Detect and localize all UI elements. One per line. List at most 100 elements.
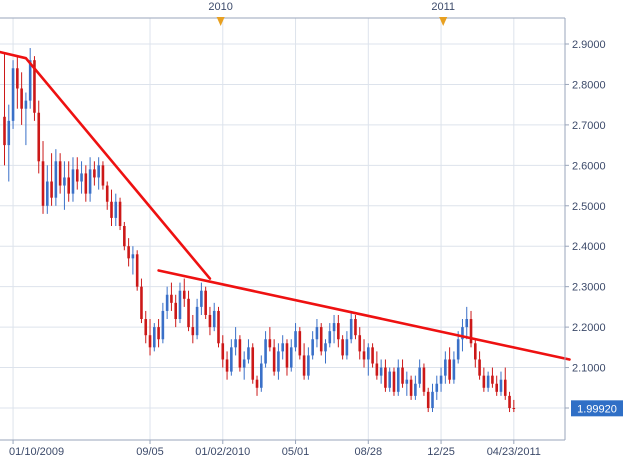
candle-body: [503, 379, 507, 396]
candle-body: [392, 371, 396, 392]
y-tick-label: 2.5000: [572, 201, 606, 213]
candle-body: [118, 201, 122, 226]
x-tick-label: 01/10/2009: [9, 446, 64, 458]
y-tick-label: 2.1000: [572, 363, 606, 375]
candle-body: [435, 383, 439, 392]
candle-body: [75, 169, 79, 182]
candle-body: [242, 359, 246, 368]
candle-body: [225, 359, 229, 372]
candle-body: [84, 173, 88, 194]
candle-body: [153, 327, 156, 348]
candle-body: [28, 60, 32, 101]
candle-body: [16, 68, 19, 89]
candle-body: [80, 173, 83, 182]
candle-body: [508, 395, 511, 408]
candle-body: [131, 254, 135, 259]
candle-body: [298, 331, 302, 356]
x-tick-label: 04/23/2011: [487, 446, 541, 458]
candle-body: [88, 169, 92, 194]
candle-body: [379, 367, 383, 376]
x-tick-label: 01/02/2010: [195, 446, 250, 458]
candle-body: [405, 379, 409, 384]
y-tick-label: 2.9000: [572, 39, 606, 51]
candle-body: [426, 391, 430, 408]
candle-body: [341, 339, 344, 356]
candle-body: [358, 335, 362, 352]
candle-body: [247, 347, 250, 360]
candle-body: [349, 319, 353, 340]
candle-body: [409, 379, 413, 396]
candle-body: [422, 367, 426, 392]
candle-body: [230, 347, 233, 372]
candle-body: [285, 343, 289, 368]
candle-body: [302, 355, 306, 376]
candle-body: [63, 177, 66, 186]
candle-body: [495, 383, 498, 392]
candle-body: [204, 290, 207, 315]
candle-body: [486, 375, 490, 388]
candle-body: [101, 165, 105, 186]
candle-body: [58, 161, 62, 186]
candle-body: [375, 363, 379, 376]
candle-body: [294, 331, 297, 348]
candle-body: [384, 367, 387, 388]
candle-body: [465, 319, 469, 328]
candle-body: [105, 185, 109, 202]
candle-body: [461, 327, 464, 340]
candle-body: [482, 375, 486, 388]
trendline: [0, 50, 212, 280]
candle-body: [221, 343, 225, 360]
candle-body: [345, 339, 349, 356]
candle-body: [255, 379, 259, 388]
candle-body: [67, 177, 70, 194]
candle-body: [264, 339, 267, 364]
candle-body: [315, 327, 319, 340]
candle-body: [174, 302, 177, 320]
x-tick-label: 08/28: [355, 446, 383, 458]
candle-body: [50, 181, 53, 198]
last-price-label: 1.99920: [577, 403, 617, 415]
candle-body: [448, 359, 451, 380]
candle-body: [396, 367, 400, 392]
candle-body: [238, 339, 242, 368]
candle-body: [157, 327, 160, 340]
candle-body: [268, 339, 272, 348]
candle-body: [33, 60, 36, 113]
candle-body: [307, 355, 310, 376]
trendlines: [0, 50, 571, 361]
year-marker-label: 2011: [431, 1, 455, 13]
candle-body: [491, 375, 494, 384]
candle-body: [251, 347, 255, 380]
candle-body: [11, 68, 15, 121]
candle-body: [123, 226, 126, 247]
candle-body: [191, 327, 195, 336]
candle-body: [46, 181, 49, 206]
x-tick-label: 12/25: [427, 446, 455, 458]
candle-body: [114, 201, 118, 218]
candle-body: [469, 319, 473, 344]
candle-body: [456, 339, 460, 360]
candle-body: [195, 306, 199, 336]
candle-body: [478, 359, 481, 376]
candle-body: [182, 290, 186, 299]
candle-body: [311, 339, 314, 356]
candle-body: [148, 335, 152, 348]
candle-body: [20, 88, 23, 109]
candle-body: [71, 169, 75, 194]
candle-body: [499, 379, 503, 392]
y-tick-label: 2.8000: [572, 79, 606, 91]
year-marker-triangle: [216, 17, 225, 26]
candle-body: [444, 359, 447, 376]
candle-body: [452, 359, 456, 380]
candle-body: [212, 310, 216, 328]
candle-body: [178, 290, 182, 320]
candle-body: [217, 310, 220, 344]
candle-body: [401, 367, 404, 384]
candle-body: [140, 286, 143, 320]
candle-body: [332, 323, 336, 332]
candle-body: [234, 339, 237, 348]
candle-body: [418, 367, 421, 384]
